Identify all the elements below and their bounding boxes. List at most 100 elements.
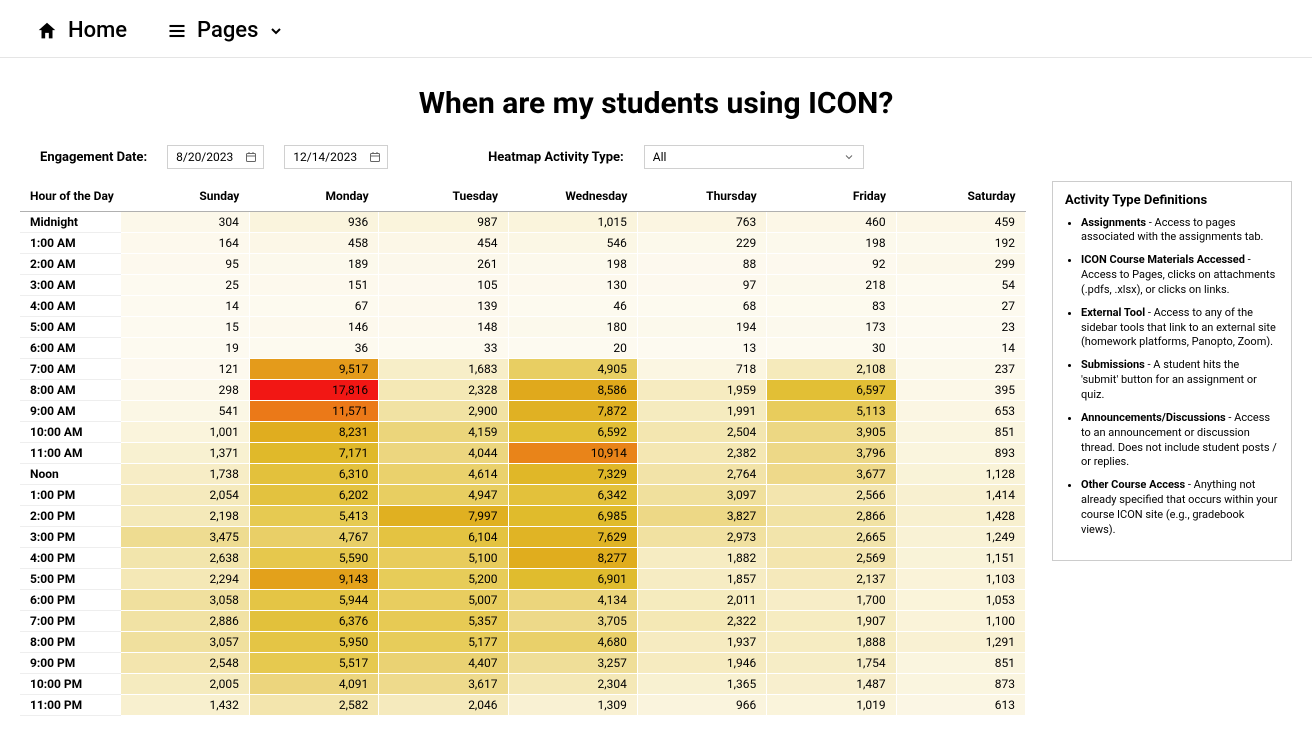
definition-item: Assignments - Access to pages associated… xyxy=(1081,216,1279,246)
heatmap-cell: 92 xyxy=(767,254,896,275)
hour-label: 4:00 PM xyxy=(20,548,120,569)
heatmap-cell: 30 xyxy=(767,338,896,359)
heatmap-cell: 304 xyxy=(120,212,249,233)
heatmap-cell: 2,382 xyxy=(637,443,766,464)
heatmap-cell: 1,700 xyxy=(767,590,896,611)
topbar: Home Pages xyxy=(0,0,1312,58)
heatmap-cell: 1,015 xyxy=(508,212,637,233)
date-end-input[interactable]: 12/14/2023 xyxy=(284,145,388,169)
heatmap-cell: 1,001 xyxy=(120,422,249,443)
heatmap-cell: 19 xyxy=(120,338,249,359)
day-header: Monday xyxy=(249,181,378,212)
heatmap-cell: 139 xyxy=(379,296,508,317)
date-start-input[interactable]: 8/20/2023 xyxy=(167,145,264,169)
heatmap-cell: 97 xyxy=(637,275,766,296)
table-row: 5:00 AM1514614818019417323 xyxy=(20,317,1026,338)
hour-label: 4:00 AM xyxy=(20,296,120,317)
heatmap-cell: 83 xyxy=(767,296,896,317)
heatmap-cell: 164 xyxy=(120,233,249,254)
definition-item: Announcements/Discussions - Access to an… xyxy=(1081,411,1279,470)
heatmap-cell: 2,504 xyxy=(637,422,766,443)
table-row: 3:00 AM251511051309721854 xyxy=(20,275,1026,296)
heatmap-cell: 198 xyxy=(508,254,637,275)
heatmap-cell: 1,937 xyxy=(637,632,766,653)
heatmap-cell: 6,901 xyxy=(508,569,637,590)
heatmap-cell: 9,143 xyxy=(249,569,378,590)
heatmap-cell: 105 xyxy=(379,275,508,296)
heatmap-cell: 1,991 xyxy=(637,401,766,422)
heatmap-cell: 4,680 xyxy=(508,632,637,653)
heatmap-cell: 6,104 xyxy=(379,527,508,548)
heatmap-cell: 151 xyxy=(249,275,378,296)
hour-label: 7:00 PM xyxy=(20,611,120,632)
heatmap-cell: 192 xyxy=(896,233,1025,254)
home-button[interactable]: Home xyxy=(36,18,127,43)
row-header-label: Hour of the Day xyxy=(20,181,120,212)
heatmap-type-label: Heatmap Activity Type: xyxy=(488,150,624,165)
definition-item: Submissions - A student hits the 'submit… xyxy=(1081,358,1279,403)
table-row: 8:00 PM3,0575,9505,1774,6801,9371,8881,2… xyxy=(20,632,1026,653)
heatmap-cell: 1,365 xyxy=(637,674,766,695)
heatmap-cell: 4,091 xyxy=(249,674,378,695)
heatmap-cell: 3,705 xyxy=(508,611,637,632)
heatmap-cell: 1,103 xyxy=(896,569,1025,590)
heatmap-cell: 1,100 xyxy=(896,611,1025,632)
heatmap-cell: 5,950 xyxy=(249,632,378,653)
heatmap-cell: 1,414 xyxy=(896,485,1025,506)
heatmap-type-select[interactable]: All xyxy=(644,145,864,169)
table-row: 1:00 AM164458454546229198192 xyxy=(20,233,1026,254)
heatmap-cell: 546 xyxy=(508,233,637,254)
definition-term: External Tool xyxy=(1081,306,1145,319)
table-row: 1:00 PM2,0546,2024,9476,3423,0972,5661,4… xyxy=(20,485,1026,506)
heatmap-cell: 3,058 xyxy=(120,590,249,611)
heatmap-cell: 148 xyxy=(379,317,508,338)
hour-label: 10:00 PM xyxy=(20,674,120,695)
date-start-value: 8/20/2023 xyxy=(176,150,233,164)
heatmap-cell: 2,569 xyxy=(767,548,896,569)
heatmap-cell: 1,683 xyxy=(379,359,508,380)
heatmap-cell: 2,328 xyxy=(379,380,508,401)
hour-label: 6:00 AM xyxy=(20,338,120,359)
heatmap-cell: 653 xyxy=(896,401,1025,422)
heatmap-cell: 33 xyxy=(379,338,508,359)
heatmap-cell: 2,322 xyxy=(637,611,766,632)
heatmap-cell: 2,005 xyxy=(120,674,249,695)
heatmap-cell: 5,113 xyxy=(767,401,896,422)
pages-dropdown[interactable]: Pages xyxy=(167,18,284,43)
heatmap-cell: 2,764 xyxy=(637,464,766,485)
heatmap-cell: 88 xyxy=(637,254,766,275)
heatmap-cell: 1,309 xyxy=(508,695,637,716)
heatmap-cell: 2,198 xyxy=(120,506,249,527)
heatmap-cell: 261 xyxy=(379,254,508,275)
heatmap-cell: 1,249 xyxy=(896,527,1025,548)
date-end-value: 12/14/2023 xyxy=(293,150,357,164)
heatmap-cell: 1,907 xyxy=(767,611,896,632)
heatmap-cell: 5,944 xyxy=(249,590,378,611)
table-row: 10:00 PM2,0054,0913,6172,3041,3651,48787… xyxy=(20,674,1026,695)
heatmap-cell: 218 xyxy=(767,275,896,296)
hour-label: 11:00 PM xyxy=(20,695,120,716)
heatmap-cell: 613 xyxy=(896,695,1025,716)
table-row: 4:00 AM146713946688327 xyxy=(20,296,1026,317)
definitions-list: Assignments - Access to pages associated… xyxy=(1065,216,1279,538)
heatmap-cell: 2,137 xyxy=(767,569,896,590)
heatmap-cell: 966 xyxy=(637,695,766,716)
hour-label: 1:00 AM xyxy=(20,233,120,254)
hour-label: 9:00 AM xyxy=(20,401,120,422)
hour-label: 6:00 PM xyxy=(20,590,120,611)
heatmap-cell: 2,638 xyxy=(120,548,249,569)
heatmap-cell: 1,946 xyxy=(637,653,766,674)
heatmap-cell: 8,231 xyxy=(249,422,378,443)
menu-icon xyxy=(167,21,187,41)
heatmap-cell: 3,097 xyxy=(637,485,766,506)
heatmap-cell: 5,517 xyxy=(249,653,378,674)
heatmap-cell: 2,054 xyxy=(120,485,249,506)
heatmap-cell: 54 xyxy=(896,275,1025,296)
heatmap-cell: 460 xyxy=(767,212,896,233)
home-icon xyxy=(36,20,58,42)
heatmap-cell: 229 xyxy=(637,233,766,254)
table-row: 7:00 AM1219,5171,6834,9057182,108237 xyxy=(20,359,1026,380)
heatmap-cell: 4,947 xyxy=(379,485,508,506)
definition-term: Submissions xyxy=(1081,358,1145,371)
heatmap-container: Hour of the DaySundayMondayTuesdayWednes… xyxy=(20,181,1026,716)
